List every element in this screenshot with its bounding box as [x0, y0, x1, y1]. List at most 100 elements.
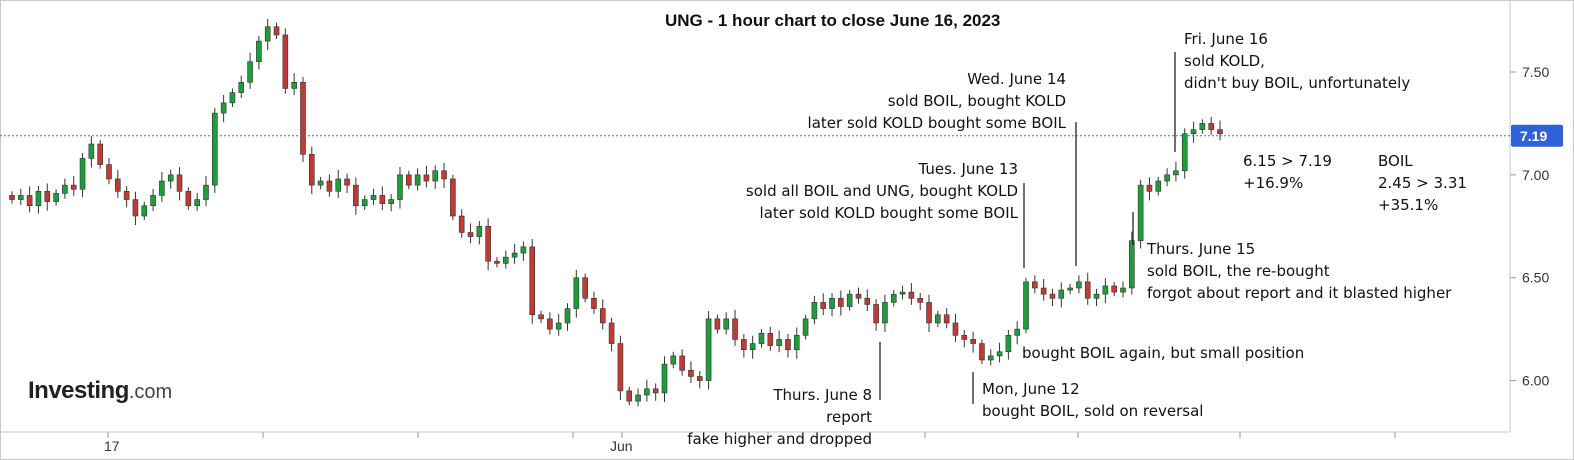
candle-down	[1208, 123, 1214, 130]
chart-title: UNG - 1 hour chart to close June 16, 202…	[665, 11, 1000, 30]
candle-up	[317, 180, 324, 186]
candle-down	[626, 390, 633, 402]
candle-down	[176, 174, 183, 192]
candle-down	[123, 191, 130, 200]
candle-up	[264, 26, 271, 42]
candle-down	[353, 184, 359, 207]
axis-group: 6.00 6.50 7.00 7.50 17 Jun 7.19	[0, 52, 1563, 454]
x-tick-label: 17	[104, 438, 120, 454]
candle-down	[591, 297, 597, 309]
candle-down	[344, 178, 350, 186]
candle-up	[238, 81, 245, 93]
candle-up	[203, 184, 209, 200]
candle-down	[1032, 281, 1038, 289]
candle-up	[705, 318, 712, 381]
candle-up	[79, 158, 86, 190]
candle-up	[1173, 170, 1179, 176]
candle-up	[141, 205, 148, 217]
annotation-june12: Mon, June 12 bought BOIL, sold on revers…	[982, 380, 1204, 420]
candle-up	[802, 318, 809, 336]
candle-down	[582, 277, 588, 299]
candle-up	[935, 314, 941, 324]
candle-up	[88, 143, 95, 159]
candle-down	[300, 81, 306, 155]
candle-up	[62, 184, 68, 194]
candle-up	[1137, 184, 1144, 241]
candle-up	[212, 112, 218, 186]
candle-up	[1058, 289, 1065, 299]
candle-up	[1129, 240, 1135, 289]
candle-up	[846, 293, 853, 307]
candle-up	[511, 252, 518, 258]
candle-down	[1084, 281, 1091, 299]
candle-up	[1120, 287, 1126, 293]
y-tick-label: 7.50	[1522, 64, 1549, 80]
candle-down	[458, 215, 465, 233]
candle-up	[1005, 335, 1012, 353]
candle-up	[758, 332, 765, 344]
annotation-boil-change: BOIL 2.45 > 3.31 +35.1%	[1378, 152, 1467, 214]
y-tick-label: 6.00	[1522, 373, 1549, 389]
candle-down	[864, 297, 871, 305]
logo-suffix-text: .com	[128, 381, 173, 403]
candle-up	[723, 318, 730, 330]
candle-up	[520, 246, 527, 254]
candle-up	[564, 308, 571, 324]
candle-up	[1014, 328, 1020, 336]
candle-up	[1181, 133, 1188, 172]
candle-down	[405, 174, 412, 186]
candle-up	[644, 388, 650, 396]
candle-up	[1164, 174, 1170, 182]
candle-up	[370, 195, 377, 200]
candle-down	[961, 335, 968, 340]
candle-up	[159, 180, 165, 196]
candle-down	[926, 302, 932, 324]
candle-down	[106, 164, 112, 180]
candle-down	[547, 318, 553, 330]
candle-up	[150, 195, 156, 207]
candle-down	[873, 304, 879, 324]
last-price-label-bg	[1511, 124, 1563, 147]
candle-up	[776, 339, 782, 346]
candle-up	[18, 195, 24, 200]
logo-main-text: Investing	[28, 377, 129, 404]
candle-down	[979, 343, 985, 361]
candle-up	[476, 225, 483, 237]
candle-up	[291, 81, 297, 89]
annotation-ung-change: 6.15 > 7.19 +16.9%	[1243, 152, 1332, 192]
candle-down	[9, 195, 15, 200]
candle-down	[441, 170, 447, 180]
candle-down	[185, 191, 192, 207]
candle-up	[811, 302, 818, 320]
candle-up	[899, 291, 906, 295]
candle-down	[785, 339, 791, 351]
annotation-june8: Thurs. June 8 report fake higher and dro…	[687, 386, 872, 448]
candle-up	[229, 92, 236, 104]
candle-down	[44, 191, 51, 202]
candle-down	[467, 232, 474, 237]
candle-down	[282, 34, 289, 89]
candle-down	[696, 376, 703, 381]
candle-up	[749, 343, 756, 351]
candle-up	[220, 102, 227, 114]
candle-down	[423, 174, 430, 182]
candle-down	[132, 199, 139, 217]
candle-down	[1146, 184, 1153, 192]
candle-down	[26, 195, 33, 207]
candle-up	[987, 355, 994, 361]
candle-up	[573, 277, 580, 309]
candle-up	[1199, 123, 1206, 130]
candle-up	[53, 193, 59, 202]
candle-down	[1111, 285, 1117, 293]
candle-up	[1023, 281, 1029, 330]
candle-down	[115, 178, 121, 192]
candle-down	[820, 302, 827, 309]
annotation-june13: Tues. June 13 sold all BOIL and UNG, bou…	[745, 160, 1018, 222]
candle-up	[35, 191, 42, 207]
candle-up	[793, 335, 800, 351]
candle-up	[167, 174, 174, 182]
candle-down	[485, 225, 491, 262]
candles-group	[9, 18, 1223, 407]
candle-down	[855, 293, 862, 299]
